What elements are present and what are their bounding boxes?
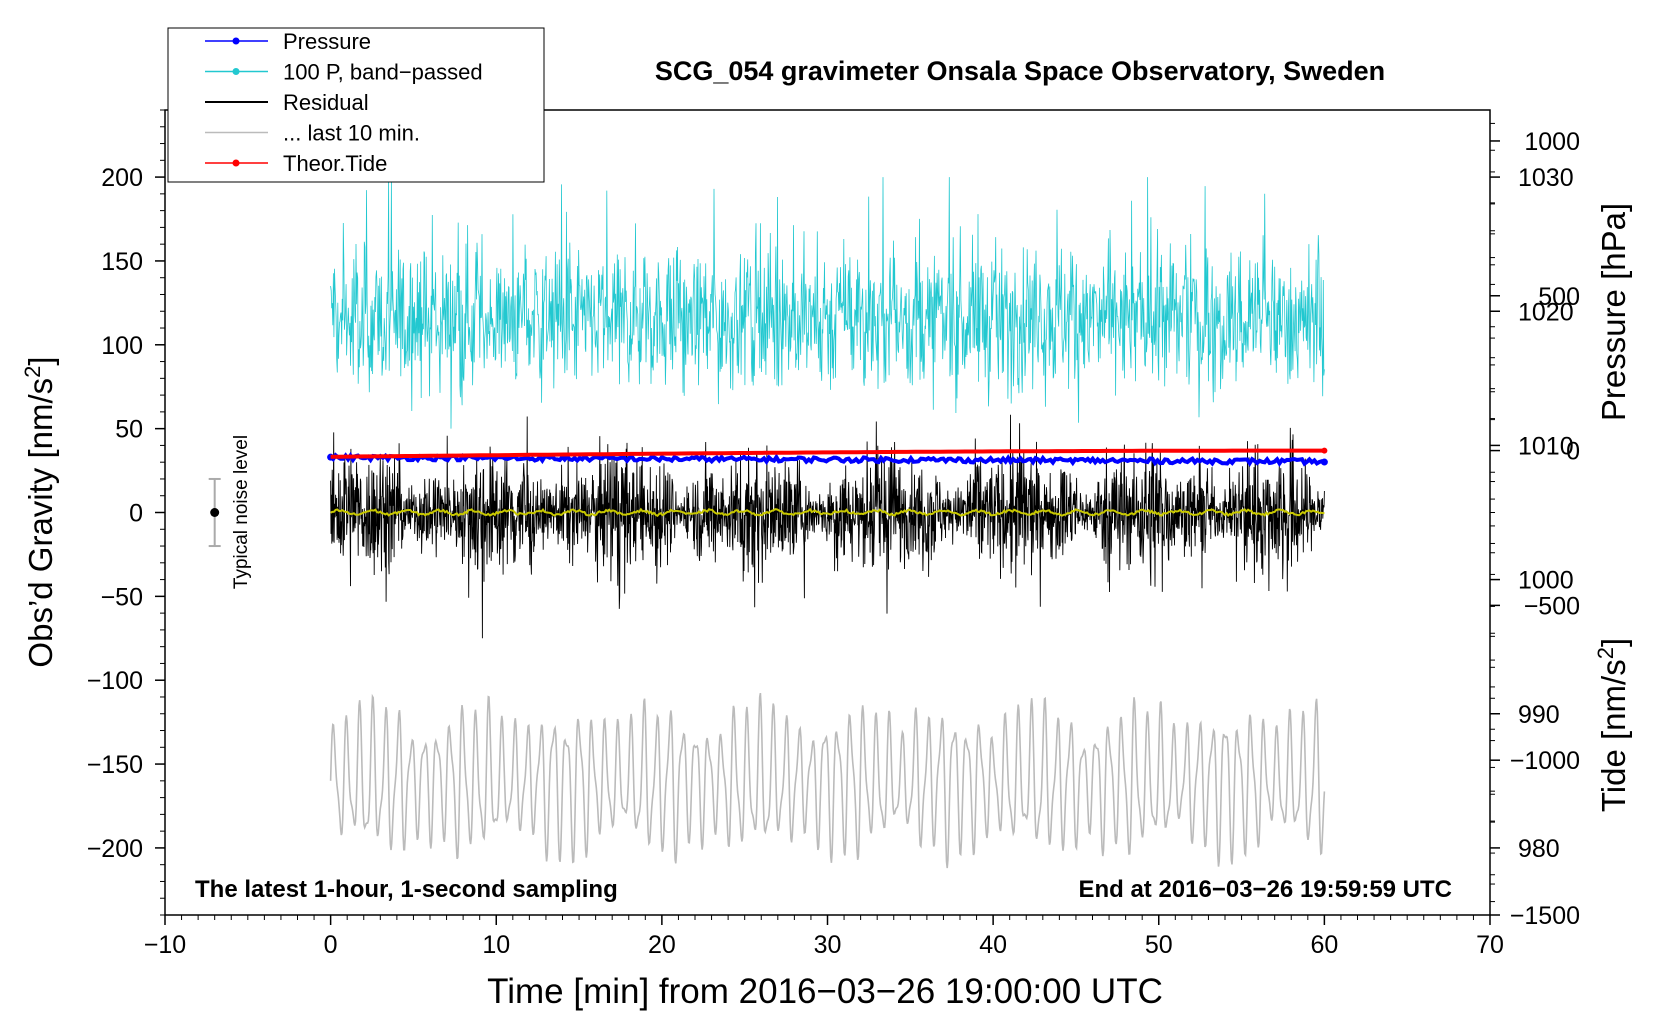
y-tick-label: 150 xyxy=(101,248,143,276)
x-tick-label: 30 xyxy=(814,931,842,959)
series-tide-end-point xyxy=(1321,447,1328,454)
y-axis-label-tide-tail: ] xyxy=(1595,638,1632,647)
y-axis-label-tide-sup: 2 xyxy=(1593,647,1618,659)
tide-tick-label: −1000 xyxy=(1510,747,1580,775)
legend: Pressure 100 P, band−passed Residual ... la… xyxy=(167,27,545,183)
tide-tick-label: 0 xyxy=(1566,438,1580,466)
tide-tick-label: 1000 xyxy=(1524,128,1580,156)
pressure-tick-label: 1000 xyxy=(1518,567,1574,595)
pressure-tick-label: 1010 xyxy=(1518,432,1574,460)
pressure-tick-label: 980 xyxy=(1518,835,1560,863)
y-axis-label-left-main: Obs’d Gravity [nm/s xyxy=(22,378,59,668)
x-tick-label: 40 xyxy=(979,931,1007,959)
noise-bar-label: Typical noise level xyxy=(231,435,252,589)
series-layer xyxy=(327,177,1328,869)
plot-content xyxy=(327,177,1328,869)
series-pressure-end-point xyxy=(1320,458,1328,466)
legend-label: Pressure xyxy=(283,29,371,54)
pressure-tick-label: 1030 xyxy=(1518,164,1574,192)
y-axis-label-left: Obs’d Gravity [nm/s2] xyxy=(20,356,59,667)
noise-bar-center-point xyxy=(210,508,220,517)
y-axis-label-tide-main: Tide [nm/s xyxy=(1595,659,1632,812)
chart-title: SCG_054 gravimeter Onsala Space Observat… xyxy=(655,56,1385,86)
noise-bar: Typical noise level xyxy=(208,435,252,589)
pressure-tick-label: 990 xyxy=(1518,701,1560,729)
y-tick-label: −200 xyxy=(87,835,143,863)
y-axis-tide: −1500 −1000 −500 0 500 1000 xyxy=(1490,128,1580,930)
legend-swatch-marker xyxy=(232,37,240,45)
pressure-tick-label: 1020 xyxy=(1518,298,1574,326)
y-axis-left: −200 −150 −100 −50 0 50 100 150 200 xyxy=(87,109,165,916)
x-tick-label: 50 xyxy=(1145,931,1173,959)
y-tick-label: 100 xyxy=(101,332,143,360)
legend-swatch-marker xyxy=(232,159,240,167)
x-tick-label: −10 xyxy=(144,931,186,959)
series-residual-line xyxy=(330,414,1325,639)
series-pressure-line xyxy=(329,451,1326,467)
series-residual-smoothed-line xyxy=(330,507,1325,518)
tide-tick-label: −1500 xyxy=(1510,902,1580,930)
x-tick-label: 10 xyxy=(482,931,510,959)
y-tick-label: 200 xyxy=(101,164,143,192)
y-tick-label: −50 xyxy=(101,583,143,611)
series-bandpassed-line xyxy=(330,177,1325,429)
legend-label: ... last 10 min. xyxy=(283,121,420,146)
tide-tick-label: 500 xyxy=(1538,283,1580,311)
y-tick-label: 0 xyxy=(129,500,143,528)
x-axis: −10 0 10 20 30 40 50 60 70 xyxy=(144,915,1504,959)
x-axis-label: Time [min] from 2016−03−26 19:00:00 UTC xyxy=(487,972,1163,1011)
x-tick-label: 0 xyxy=(324,931,338,959)
legend-label: 100 P, band−passed xyxy=(283,60,483,85)
legend-swatch-marker xyxy=(232,68,240,75)
y-tick-label: 50 xyxy=(115,416,143,444)
x-tick-label: 20 xyxy=(648,931,676,959)
y-axis-label-tide: Tide [nm/s2] xyxy=(1593,638,1632,812)
x-tick-label: 60 xyxy=(1310,931,1338,959)
y-axis-label-left-sup: 2 xyxy=(20,366,45,378)
x-tick-label: 70 xyxy=(1476,931,1504,959)
series-tide-line xyxy=(330,448,1325,459)
y-axis-pressure: 980 990 1000 1010 1020 1030 xyxy=(1490,122,1574,903)
annotation-bottom-right: End at 2016−03−26 19:59:59 UTC xyxy=(1078,876,1452,903)
tide-tick-label: −500 xyxy=(1524,592,1580,620)
legend-label: Theor.Tide xyxy=(283,151,387,176)
legend-box xyxy=(167,27,545,183)
y-axis-label-pressure: Pressure [hPa] xyxy=(1595,203,1632,421)
y-tick-label: −150 xyxy=(87,751,143,779)
legend-label: Residual xyxy=(283,90,369,115)
annotation-bottom-left: The latest 1-hour, 1-second sampling xyxy=(195,876,618,903)
y-axis-label-left-tail: ] xyxy=(22,356,59,365)
series-last10min-line xyxy=(329,692,1326,869)
y-tick-label: −100 xyxy=(87,667,143,695)
